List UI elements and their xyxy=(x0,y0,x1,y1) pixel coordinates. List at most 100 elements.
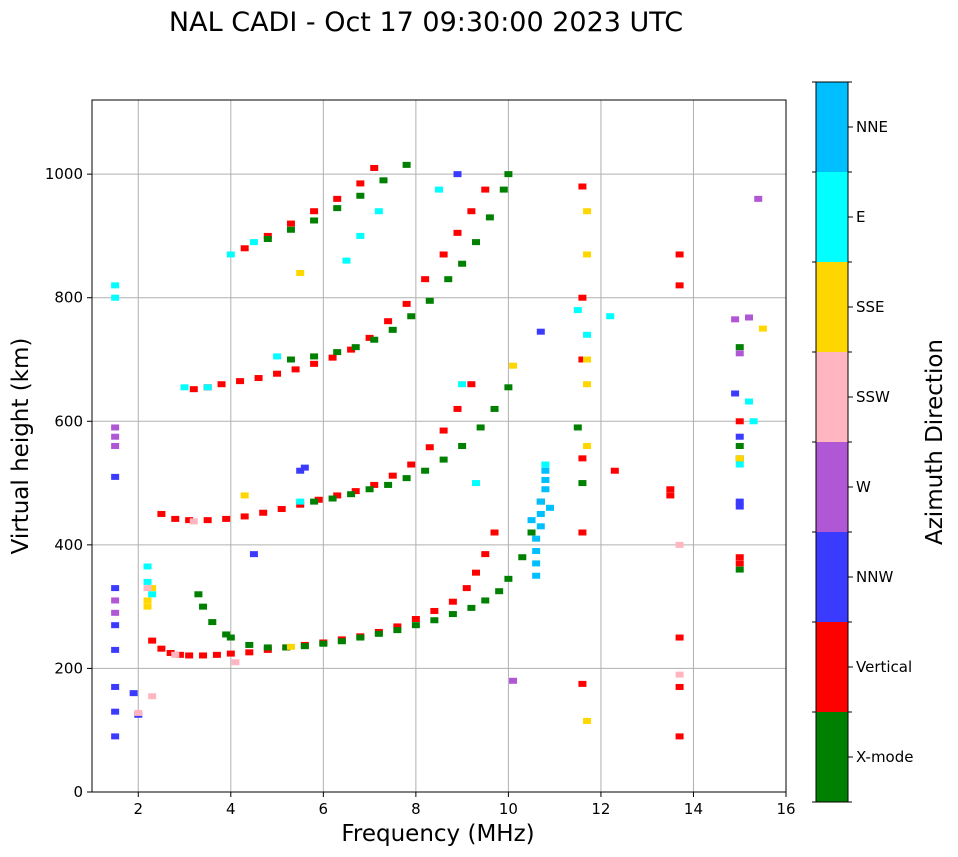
data-point xyxy=(111,473,120,480)
data-point xyxy=(532,535,541,542)
data-point xyxy=(578,183,587,190)
data-point xyxy=(578,680,587,687)
data-point xyxy=(374,630,383,637)
colorbar-tick-label: X-mode xyxy=(856,748,913,766)
data-point xyxy=(458,443,467,449)
data-point xyxy=(286,220,295,227)
data-point xyxy=(319,640,328,647)
data-point xyxy=(578,529,587,536)
data-point xyxy=(735,566,744,573)
data-point xyxy=(532,560,541,567)
data-point xyxy=(171,651,180,658)
data-point xyxy=(222,515,231,522)
data-point xyxy=(240,513,249,520)
data-point xyxy=(518,554,527,561)
data-point xyxy=(439,456,448,463)
data-point xyxy=(111,597,120,604)
data-point xyxy=(249,239,258,246)
data-point xyxy=(310,360,319,367)
data-point xyxy=(675,634,684,641)
grid-lines xyxy=(92,100,787,793)
data-point xyxy=(189,386,198,393)
y-tick-label: 800 xyxy=(54,289,83,307)
data-point xyxy=(286,226,295,233)
data-point xyxy=(476,424,485,431)
data-point xyxy=(148,637,157,644)
data-point xyxy=(675,733,684,740)
data-point xyxy=(231,659,240,666)
data-point xyxy=(240,492,249,499)
data-point xyxy=(226,251,235,258)
data-point xyxy=(583,208,592,215)
data-point xyxy=(735,554,744,561)
data-point xyxy=(185,517,194,524)
data-point xyxy=(467,208,476,215)
colorbar-tick-label: W xyxy=(856,478,871,496)
x-tick-label: 12 xyxy=(591,800,610,818)
data-point xyxy=(203,384,212,391)
data-point xyxy=(527,529,536,536)
data-point xyxy=(189,518,198,525)
data-point xyxy=(379,177,388,184)
data-point xyxy=(578,480,587,487)
data-point xyxy=(481,597,490,604)
data-point xyxy=(333,205,342,212)
data-point xyxy=(578,356,587,363)
data-point xyxy=(347,491,356,498)
data-point xyxy=(541,467,550,474)
data-point xyxy=(467,381,476,388)
data-point xyxy=(536,523,545,530)
data-point xyxy=(754,195,763,202)
data-point xyxy=(393,627,402,634)
data-point xyxy=(365,334,374,341)
data-point xyxy=(143,578,152,585)
data-point xyxy=(111,622,120,629)
data-point xyxy=(499,186,508,193)
series-w xyxy=(111,195,763,684)
data-point xyxy=(735,350,744,357)
data-point xyxy=(199,652,208,659)
data-point xyxy=(111,433,120,440)
data-point xyxy=(472,239,481,246)
data-point xyxy=(731,390,740,397)
data-point xyxy=(370,481,379,488)
data-point xyxy=(675,251,684,258)
data-point xyxy=(458,260,467,267)
data-point xyxy=(411,622,420,629)
colorbar-segment xyxy=(816,172,848,262)
data-point xyxy=(249,551,258,558)
data-point xyxy=(277,506,286,513)
series-sse xyxy=(143,208,767,724)
data-point xyxy=(333,195,342,202)
data-point xyxy=(421,467,430,474)
colorbar-tick-label: E xyxy=(856,208,865,226)
data-point xyxy=(578,455,587,462)
data-point xyxy=(532,572,541,579)
data-point xyxy=(384,318,393,325)
colorbar-tick-label: SSW xyxy=(856,388,890,406)
data-point xyxy=(328,354,337,361)
data-point xyxy=(541,486,550,493)
data-point xyxy=(157,510,166,517)
data-point xyxy=(143,563,152,570)
colorbar-segment xyxy=(816,622,848,712)
x-tick-label: 6 xyxy=(319,800,329,818)
data-point xyxy=(448,611,457,618)
data-point xyxy=(296,498,305,505)
data-point xyxy=(296,501,305,508)
data-point xyxy=(333,349,342,356)
data-point xyxy=(583,251,592,258)
data-point xyxy=(435,186,443,193)
series-ssw xyxy=(134,518,684,716)
data-point xyxy=(393,623,402,630)
data-point xyxy=(472,569,481,576)
data-point xyxy=(453,171,462,178)
data-point xyxy=(236,378,245,385)
data-point xyxy=(541,476,550,483)
data-point xyxy=(148,693,157,700)
data-point xyxy=(444,276,453,283)
data-point xyxy=(495,588,504,595)
data-point xyxy=(536,498,545,505)
y-tick-label: 0 xyxy=(73,783,83,801)
data-point xyxy=(384,481,393,488)
